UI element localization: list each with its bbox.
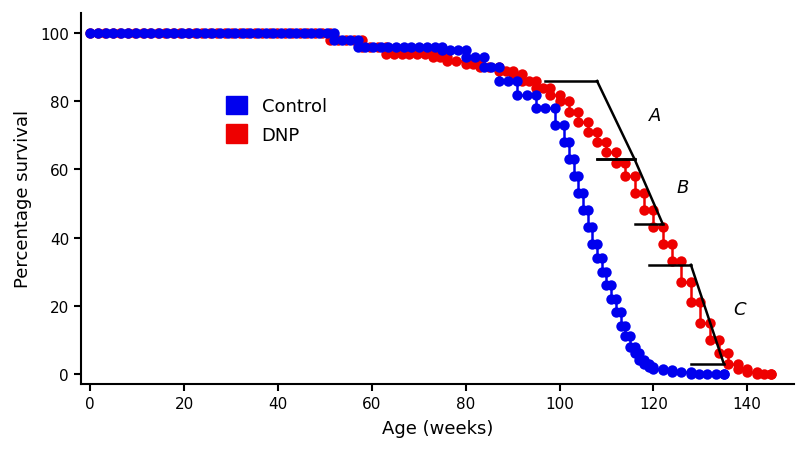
Text: A: A	[649, 107, 661, 125]
X-axis label: Age (weeks): Age (weeks)	[382, 419, 493, 437]
Y-axis label: Percentage survival: Percentage survival	[14, 110, 32, 288]
Text: B: B	[677, 178, 689, 196]
Legend: Control, DNP: Control, DNP	[218, 89, 334, 152]
Text: C: C	[733, 300, 746, 318]
